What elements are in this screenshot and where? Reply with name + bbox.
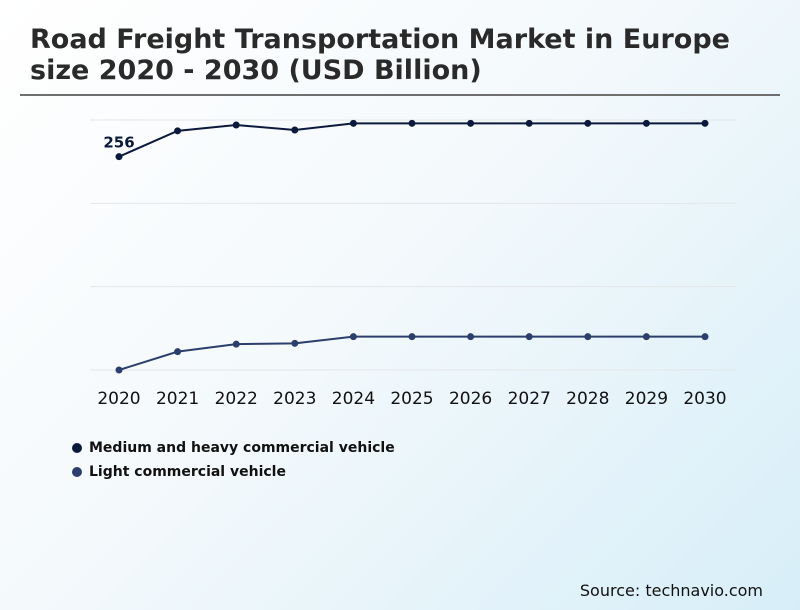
series-1: 256 xyxy=(103,119,709,161)
data-point xyxy=(408,119,416,127)
data-point xyxy=(408,333,416,341)
x-tick-label: 2021 xyxy=(156,389,199,409)
legend-marker xyxy=(72,467,82,477)
series-line xyxy=(118,122,705,158)
data-point xyxy=(232,121,240,129)
line-chart: 256 2020 2021 2022 2023 2024 2025 2026 2027 2028… xyxy=(90,119,736,409)
data-point xyxy=(174,127,182,135)
data-point xyxy=(701,333,709,341)
series-layer: 256 xyxy=(103,119,709,374)
legend-label: Light commercial vehicle xyxy=(89,464,286,480)
x-tick-label: 2028 xyxy=(566,389,609,409)
data-point xyxy=(642,119,650,127)
x-tick-label: 2022 xyxy=(215,389,258,409)
data-point xyxy=(642,333,650,341)
legend-marker xyxy=(72,443,82,453)
source-note: Source: technavio.com xyxy=(579,581,763,600)
title-divider xyxy=(20,94,780,96)
data-point xyxy=(232,340,240,348)
data-point xyxy=(349,333,357,341)
series-2 xyxy=(115,333,709,374)
data-point xyxy=(349,119,357,127)
legend-item: Medium and heavy commercial vehicle xyxy=(72,436,395,460)
legend: Medium and heavy commercial vehicle Light… xyxy=(72,436,395,484)
data-label: 256 xyxy=(103,134,134,152)
data-point xyxy=(115,366,123,374)
data-point xyxy=(525,333,533,341)
x-tick-label: 2026 xyxy=(449,389,492,409)
data-point xyxy=(291,126,299,134)
x-tick-label: 2027 xyxy=(508,389,551,409)
x-tick-label: 2029 xyxy=(625,389,668,409)
data-point xyxy=(467,333,475,341)
data-point xyxy=(115,153,123,161)
legend-item: Light commercial vehicle xyxy=(72,460,395,484)
legend-label: Medium and heavy commercial vehicle xyxy=(89,440,395,456)
data-point xyxy=(467,119,475,127)
gridlines xyxy=(90,119,736,371)
x-tick-label: 2025 xyxy=(390,389,433,409)
data-point xyxy=(584,333,592,341)
x-tick-label: 2023 xyxy=(273,389,316,409)
x-axis-ticks: 2020 2021 2022 2023 2024 2025 2026 2027 2028 2029… xyxy=(97,389,726,409)
data-point xyxy=(701,119,709,127)
data-point xyxy=(291,339,299,347)
data-point xyxy=(174,348,182,356)
x-tick-label: 2020 xyxy=(97,389,140,409)
chart-title: Road Freight Transportation Market in Eu… xyxy=(30,24,730,86)
data-point xyxy=(584,119,592,127)
data-point xyxy=(525,119,533,127)
x-tick-label: 2030 xyxy=(683,389,726,409)
series-line xyxy=(118,335,705,371)
x-tick-label: 2024 xyxy=(332,389,375,409)
